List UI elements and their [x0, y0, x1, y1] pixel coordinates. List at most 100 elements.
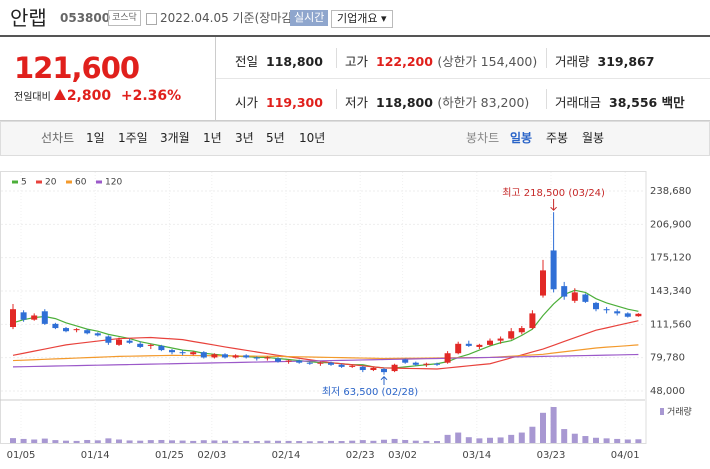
volume-bar: [116, 439, 122, 443]
candle-body: [232, 355, 239, 358]
x-tick-label: 03/02: [388, 450, 417, 461]
arrow: [550, 199, 557, 211]
legend-label: 60: [75, 178, 87, 188]
stat: 거래대금 38,556 백만: [555, 92, 685, 111]
tab[interactable]: 1주일: [118, 131, 148, 145]
y-tick-label: 175,120: [650, 253, 691, 264]
y-tick-label: 48,000: [650, 386, 685, 397]
stat-value: 118,800: [266, 54, 323, 69]
arrow: [380, 376, 388, 385]
volume-bar: [94, 440, 101, 443]
volume-bar: [232, 440, 239, 443]
volume-bar: [105, 438, 112, 443]
volume-bar: [444, 434, 451, 443]
volume-bar: [52, 440, 59, 443]
realtime-button[interactable]: 실시간: [290, 10, 329, 26]
tab[interactable]: 일봉: [510, 131, 533, 145]
stat-note: (상한가 154,400): [437, 54, 538, 69]
stat-value: 119,300: [266, 95, 323, 110]
tab[interactable]: 3년: [235, 131, 254, 145]
candle-body: [137, 343, 144, 347]
stat-note: (하한가 83,200): [437, 95, 530, 110]
date: 2022.04.05 기준(장마감): [160, 11, 298, 25]
candle-body: [635, 313, 642, 317]
candle-body: [381, 368, 387, 373]
tab[interactable]: 1년: [203, 131, 222, 145]
volume-bar: [370, 440, 377, 443]
volume-bar: [264, 440, 271, 443]
x-tick-label: 01/14: [81, 450, 110, 461]
candle-body: [200, 352, 207, 358]
candle-body: [31, 315, 38, 320]
tab[interactable]: 3개월: [160, 131, 190, 145]
candle-body: [10, 309, 16, 328]
low-annotation: 최저 63,500 (02/28): [322, 386, 418, 398]
change: 전일대비 2,800 +2.36%: [14, 88, 181, 104]
candle-body: [402, 359, 409, 363]
volume-bar: [179, 440, 186, 443]
tab[interactable]: 주봉: [546, 131, 569, 145]
volume-bar: [169, 440, 175, 443]
candle-body: [169, 350, 175, 353]
y-tick-label: 79,780: [650, 353, 685, 364]
candle-body: [179, 352, 186, 354]
candle-body: [243, 355, 250, 358]
volume-bar: [571, 433, 578, 443]
tab[interactable]: 10년: [299, 131, 326, 145]
company-button[interactable]: 기업개요 ▾: [331, 10, 393, 28]
volume-bar: [624, 439, 631, 443]
tab-group-label: 봉차트: [466, 131, 500, 145]
stock-name: 안랩: [10, 6, 47, 30]
volume-bar: [518, 432, 525, 443]
candle-body: [84, 330, 91, 334]
volume-bar: [84, 439, 91, 443]
x-tick-label: 03/23: [537, 450, 566, 461]
price: 121,600: [14, 51, 140, 85]
change-pct: +2.36%: [120, 88, 182, 104]
volume-bar: [31, 439, 38, 443]
high-annotation: 최고 218,500 (03/24): [502, 187, 605, 199]
candle-body: [211, 354, 218, 358]
volume-bar: [10, 438, 16, 443]
y-tick-label: 206,900: [650, 219, 691, 230]
stat-label: 거래대금: [555, 95, 602, 110]
plot-frame: [0, 171, 647, 444]
tab[interactable]: 5년: [266, 131, 285, 145]
candle-body: [624, 313, 631, 317]
ma-line: [12, 344, 639, 362]
divider: [546, 89, 547, 109]
candle-body: [349, 365, 356, 367]
candle-body: [518, 328, 525, 333]
volume-bar: [126, 440, 133, 443]
stat: 전일 118,800: [235, 51, 323, 70]
volume-bar: [455, 432, 462, 443]
up-icon: [53, 89, 66, 100]
candle-body: [434, 363, 440, 365]
tab[interactable]: 월봉: [582, 131, 605, 145]
volume-bar: [434, 441, 440, 443]
y-tick-label: 111,560: [650, 319, 691, 330]
stat-value: 122,200: [376, 54, 433, 69]
candle-body: [423, 363, 430, 365]
volume-bar: [317, 441, 324, 443]
stat-label: 전일: [235, 54, 259, 69]
x-tick-label: 03/14: [462, 450, 491, 461]
market-badge: 코스닥: [108, 10, 141, 26]
header: 안랩 053800 코스닥 2022.04.05 기준(장마감) 실시간 기업개…: [0, 0, 710, 37]
candle-body: [571, 292, 578, 301]
volume-bar: [275, 440, 281, 443]
volume-bar: [614, 438, 621, 443]
stat: 시가 119,300: [235, 92, 323, 111]
tab[interactable]: 1일: [86, 131, 105, 145]
volume-bar: [349, 440, 356, 443]
candle-body: [285, 360, 292, 362]
volume-bar: [243, 440, 250, 443]
x-tick-label: 02/23: [346, 450, 375, 461]
volume-bar: [137, 440, 144, 443]
candle-body: [444, 353, 451, 363]
volume-bar: [402, 439, 409, 443]
volume-bar: [253, 441, 260, 443]
stat-value: 319,867: [597, 54, 655, 69]
divider: [336, 48, 337, 68]
